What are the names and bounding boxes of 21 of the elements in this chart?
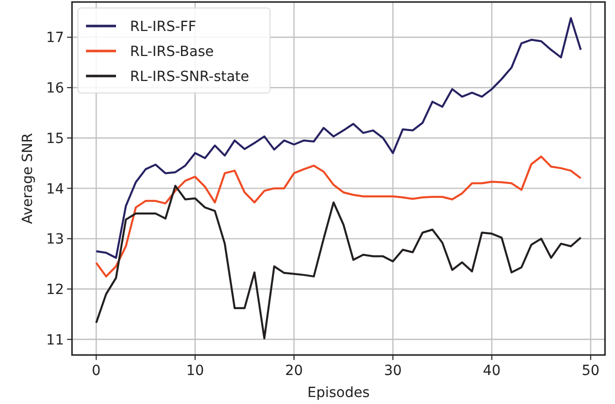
y-tick-label: 17 (46, 30, 64, 46)
legend-label: RL-IRS-FF (130, 19, 196, 35)
legend-label: RL-IRS-Base (130, 44, 214, 60)
x-tick-label: 0 (92, 363, 101, 379)
x-axis-title: Episodes (307, 385, 370, 401)
y-tick-label: 12 (46, 282, 64, 298)
y-axis-title: Average SNR (20, 132, 36, 224)
x-tick-label: 40 (482, 363, 501, 379)
line-series (95, 156, 582, 278)
x-tick-label: 30 (384, 363, 402, 379)
x-tick-label: 20 (285, 363, 303, 379)
x-tick-label: 50 (582, 363, 600, 379)
legend-label: RL-IRS-SNR-state (130, 69, 250, 85)
y-tick-label: 16 (46, 80, 64, 97)
line-series (95, 184, 582, 340)
y-tick-label: 14 (46, 181, 64, 198)
line-series (95, 17, 582, 259)
x-tick-label: 10 (186, 363, 204, 379)
y-tick-label: 13 (46, 232, 64, 248)
y-tick-label: 15 (46, 130, 64, 147)
y-tick-label: 11 (46, 332, 64, 348)
